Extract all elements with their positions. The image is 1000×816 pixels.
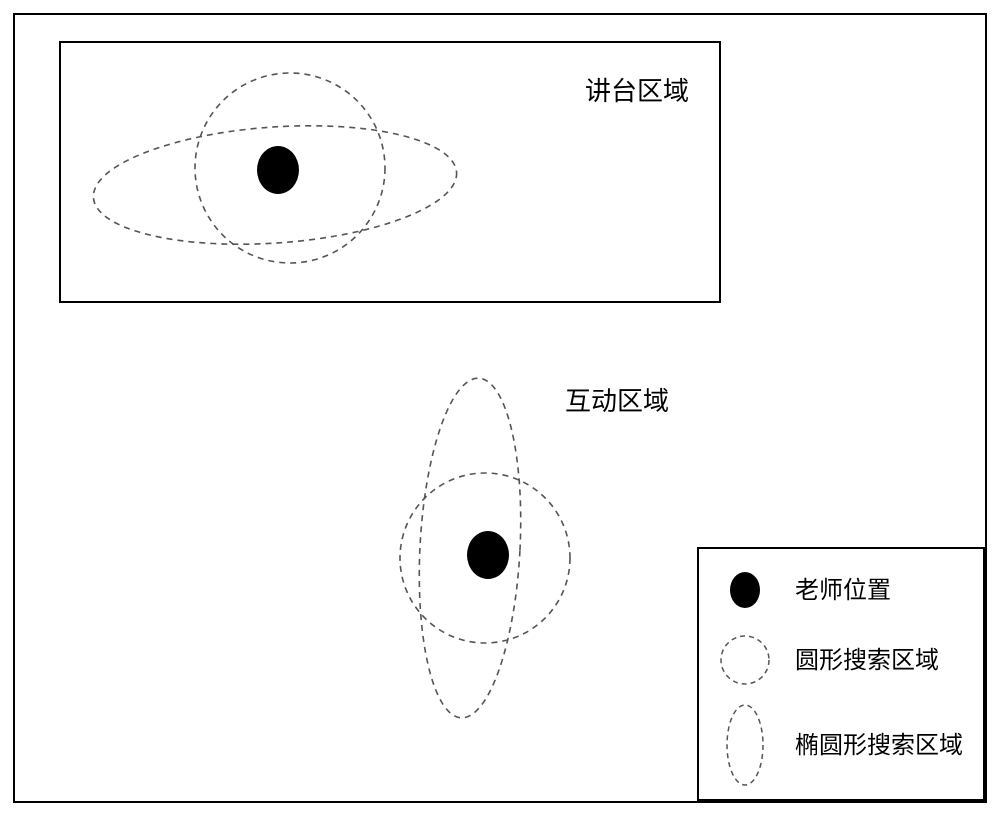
legend: 老师位置圆形搜索区域椭圆形搜索区域 xyxy=(698,548,984,800)
diagram-canvas: 讲台区域 互动区域 老师位置圆形搜索区域椭圆形搜索区域 xyxy=(0,0,1000,816)
legend-item-label: 圆形搜索区域 xyxy=(795,647,939,674)
legend-item: 椭圆形搜索区域 xyxy=(727,705,963,785)
podium-label: 讲台区域 xyxy=(585,76,689,106)
legend-ellipse-icon xyxy=(727,705,763,785)
legend-item: 圆形搜索区域 xyxy=(721,636,939,684)
interactive-label: 互动区域 xyxy=(565,386,669,416)
podium-region: 讲台区域 xyxy=(60,42,720,302)
outer-frame xyxy=(14,14,986,802)
legend-item: 老师位置 xyxy=(730,572,891,608)
legend-circle-icon xyxy=(721,636,769,684)
legend-teacher-dot-icon xyxy=(730,572,760,608)
teacher-position-dot xyxy=(257,146,299,194)
interactive-region: 互动区域 xyxy=(400,376,669,721)
legend-item-label: 椭圆形搜索区域 xyxy=(795,732,963,759)
legend-item-label: 老师位置 xyxy=(795,577,891,604)
teacher-position-dot xyxy=(467,531,509,579)
